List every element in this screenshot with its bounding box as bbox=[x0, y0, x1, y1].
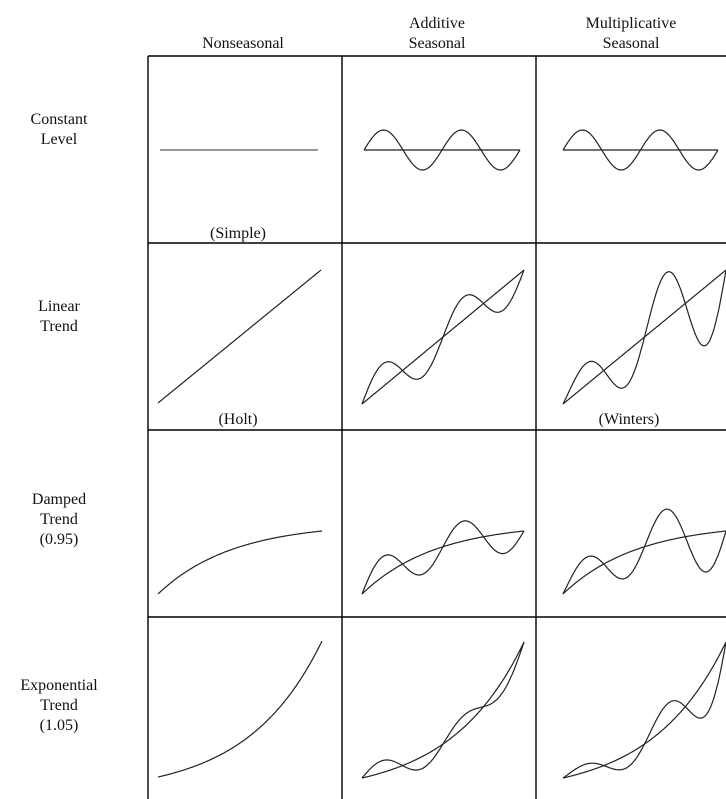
damped-multiplicative-seasonal-curve bbox=[562, 508, 726, 595]
constant-multiplicative-seasonal-curve bbox=[562, 129, 719, 171]
linear-trend-line bbox=[157, 269, 322, 404]
row-header-line: Damped bbox=[31, 491, 87, 508]
row-header-line: Constant bbox=[30, 111, 88, 128]
method-label-holt: (Holt) bbox=[218, 411, 258, 428]
damped-trend-line bbox=[157, 530, 323, 595]
linear-additive-seasonal-curve bbox=[361, 269, 525, 405]
column-header-line1: Additive bbox=[409, 15, 465, 32]
method-label-simple: (Simple) bbox=[210, 225, 266, 242]
exponential-additive-trend-line bbox=[361, 641, 525, 779]
column-header-multiplicative-seasonal: Multiplicative Seasonal bbox=[536, 8, 726, 54]
row-header-damped-trend: Damped Trend (0.95) bbox=[0, 490, 118, 550]
row-header-line: Exponential bbox=[20, 677, 98, 694]
row-header-line: (1.05) bbox=[39, 717, 79, 734]
row-header-line: (0.95) bbox=[39, 531, 79, 548]
exponential-additive-seasonal-curve bbox=[361, 641, 525, 779]
row-header-line: Trend bbox=[40, 697, 78, 714]
row-header-constant-level: Constant Level bbox=[0, 110, 118, 150]
column-header-line2: Seasonal bbox=[408, 35, 466, 52]
pattern-curves bbox=[157, 129, 726, 779]
column-header-line2: Seasonal bbox=[602, 35, 660, 52]
column-header-line2: Nonseasonal bbox=[202, 35, 284, 52]
column-header-additive-seasonal: Additive Seasonal bbox=[342, 8, 532, 54]
exponential-multiplicative-seasonal-curve bbox=[562, 641, 726, 779]
row-header-linear-trend: Linear Trend bbox=[0, 297, 118, 337]
damped-additive-seasonal-curve bbox=[361, 520, 525, 595]
row-header-line: Trend bbox=[40, 511, 78, 528]
row-header-line: Level bbox=[40, 131, 78, 148]
exponential-multiplicative-trend-line bbox=[562, 641, 726, 779]
damped-multiplicative-trend-line bbox=[562, 530, 726, 595]
exponential-trend-line bbox=[157, 640, 323, 778]
grid-borders bbox=[147, 55, 726, 799]
linear-multiplicative-seasonal-curve bbox=[562, 269, 726, 405]
row-header-line: Trend bbox=[40, 318, 78, 335]
column-header-nonseasonal: Nonseasonal bbox=[148, 8, 338, 54]
constant-additive-seasonal-curve bbox=[363, 129, 521, 171]
method-label-winters: (Winters) bbox=[598, 411, 660, 428]
row-header-line: Linear bbox=[38, 298, 80, 315]
column-header-line1: Multiplicative bbox=[585, 15, 677, 32]
damped-additive-trend-line bbox=[361, 530, 525, 595]
row-header-exponential-trend: Exponential Trend (1.05) bbox=[0, 676, 118, 736]
